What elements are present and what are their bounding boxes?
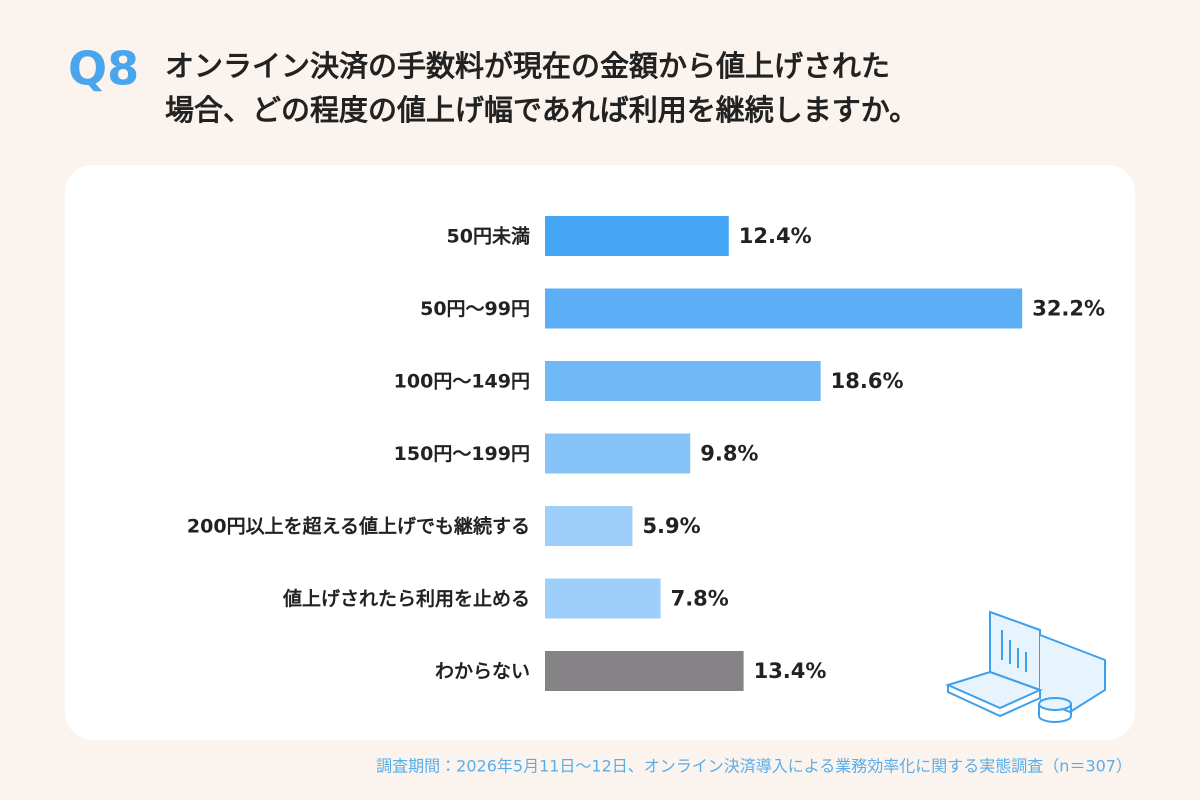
bar — [545, 433, 691, 474]
category-label: 100円～149円 — [394, 371, 530, 393]
category-label: 150円～199円 — [394, 443, 530, 465]
value-label: 13.4% — [754, 659, 827, 683]
category-label: 値上げされたら利用を止める — [282, 588, 530, 610]
title-line: 場合、どの程度の値上げ幅であれば利用を継続しますか。 — [165, 93, 918, 127]
bar — [545, 216, 729, 256]
title-line: オンライン決済の手数料が現在の金額から値上げされた — [165, 49, 890, 83]
bar — [545, 651, 744, 691]
value-label: 18.6% — [831, 369, 904, 393]
bar — [545, 361, 821, 401]
illustration — [945, 610, 1106, 723]
question-number: Q8 — [68, 42, 139, 96]
value-label: 9.8% — [700, 442, 758, 466]
value-label: 5.9% — [642, 514, 700, 538]
value-label: 32.2% — [1032, 297, 1105, 321]
category-label: 200円以上を超える値上げでも継続する — [187, 515, 530, 538]
value-label: 7.8% — [671, 587, 729, 611]
category-label: わからない — [435, 661, 530, 683]
footnote: 調査期間：2026年5月11日～12日、オンライン決済導入による業務効率化に関す… — [376, 757, 1132, 776]
category-label: 50円未満 — [447, 225, 530, 248]
bar — [545, 578, 661, 619]
bar — [545, 288, 1023, 329]
category-label: 50円～99円 — [420, 298, 530, 320]
bar — [545, 506, 633, 546]
value-label: 12.4% — [739, 224, 812, 248]
